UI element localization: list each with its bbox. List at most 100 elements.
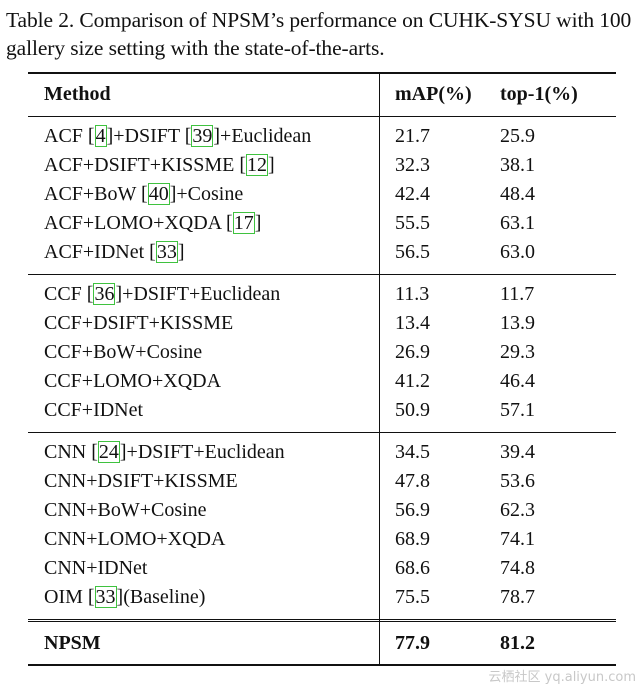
citation-link[interactable]: 40 — [147, 183, 170, 205]
method-text: CCF+DSIFT+KISSME — [44, 312, 234, 334]
table-row: CNN+DSIFT+KISSME 47.8 53.6 — [0, 467, 644, 496]
table-row: CCF+BoW+Cosine 26.9 29.3 — [0, 338, 644, 367]
final-rule — [28, 621, 616, 622]
method-text: ACF+DSIFT+KISSME [ — [44, 154, 247, 176]
method-text: ACF+LOMO+XQDA [ — [44, 212, 233, 234]
method-text: CCF+LOMO+XQDA — [44, 370, 222, 392]
method-text: ]+DSIFT+Euclidean — [119, 441, 285, 463]
method-cell: CCF+DSIFT+KISSME — [44, 309, 233, 338]
method-cell: NPSM — [44, 632, 101, 654]
table-row: CNN [24]+DSIFT+Euclidean 34.5 39.4 — [0, 438, 644, 467]
method-text: CNN+BoW+Cosine — [44, 499, 207, 521]
watermark: 云栖社区 yq.aliyun.com — [488, 670, 636, 685]
table-row: OIM [33](Baseline) 75.5 78.7 — [0, 583, 644, 612]
map-cell: 56.5 — [395, 241, 430, 263]
citation-link[interactable]: 4 — [94, 125, 107, 147]
top1-cell: 53.6 — [500, 470, 535, 492]
map-cell: 68.9 — [395, 528, 430, 550]
method-text: ] — [268, 154, 275, 176]
top1-cell: 63.0 — [500, 241, 535, 263]
map-cell: 41.2 — [395, 370, 430, 392]
method-text: ]+Cosine — [169, 183, 244, 205]
method-text: [ — [87, 125, 95, 147]
method-cell: ACF [4]+DSIFT [39]+Euclidean — [44, 122, 311, 151]
method-text: CCF+BoW+Cosine — [44, 341, 203, 363]
method-cell: ACF+DSIFT+KISSME [12] — [44, 151, 275, 180]
top1-header: top-1(%) — [500, 83, 578, 105]
citation-link[interactable]: 39 — [191, 125, 214, 147]
top1-cell: 46.4 — [500, 370, 535, 392]
header-row: Method mAP(%) top-1(%) — [0, 80, 644, 109]
method-text: CCF+IDNet — [44, 399, 144, 421]
method-cell: CNN+BoW+Cosine — [44, 496, 207, 525]
table-row: CNN+IDNet 68.6 74.8 — [0, 554, 644, 583]
method-text: ]+DSIFT [ — [106, 125, 192, 147]
table-row: ACF+LOMO+XQDA [17] 55.5 63.1 — [0, 209, 644, 238]
method-cell: CNN [24]+DSIFT+Euclidean — [44, 438, 285, 467]
method-text: ]+DSIFT+Euclidean — [115, 283, 281, 305]
top-rule — [28, 72, 616, 74]
top1-cell: 57.1 — [500, 399, 535, 421]
table-row: CCF [36]+DSIFT+Euclidean 11.3 11.7 — [0, 280, 644, 309]
column-divider — [379, 72, 380, 666]
top1-cell: 48.4 — [500, 183, 535, 205]
table-row: CNN+LOMO+XQDA 68.9 74.1 — [0, 525, 644, 554]
map-cell: 34.5 — [395, 441, 430, 463]
method-text: ACF — [44, 125, 88, 147]
bottom-rule — [28, 664, 616, 666]
citation-link[interactable]: 24 — [97, 441, 120, 463]
top1-cell: 63.1 — [500, 212, 535, 234]
map-cell: 68.6 — [395, 557, 430, 579]
top1-cell: 38.1 — [500, 154, 535, 176]
map-header: mAP(%) — [395, 83, 472, 105]
method-text: CNN+IDNet — [44, 557, 148, 579]
citation-link[interactable]: 33 — [155, 241, 178, 263]
table-row: CCF+IDNet 50.9 57.1 — [0, 396, 644, 425]
method-cell: ACF+LOMO+XQDA [17] — [44, 209, 261, 238]
group-rule — [28, 432, 616, 433]
citation-link[interactable]: 36 — [93, 283, 116, 305]
method-text: ](Baseline) — [116, 586, 206, 608]
table-row: ACF+IDNet [33] 56.5 63.0 — [0, 238, 644, 267]
method-text: ]+Euclidean — [213, 125, 312, 147]
citation-link[interactable]: 33 — [94, 586, 117, 608]
top1-cell: 78.7 — [500, 586, 535, 608]
header-rule — [28, 116, 616, 117]
group-rule — [28, 274, 616, 275]
table-caption: Table 2. Comparison of NPSM’s performanc… — [6, 8, 632, 60]
map-cell: 42.4 — [395, 183, 430, 205]
table-row: ACF+BoW [40]+Cosine 42.4 48.4 — [0, 180, 644, 209]
group-rule — [28, 619, 616, 620]
method-text: ACF+IDNet [ — [44, 241, 156, 263]
method-text: ACF+BoW [ — [44, 183, 148, 205]
table-row: CNN+BoW+Cosine 56.9 62.3 — [0, 496, 644, 525]
best-row: NPSM 77.9 81.2 — [0, 629, 644, 658]
top1-cell: 74.8 — [500, 557, 535, 579]
table-row: ACF [4]+DSIFT [39]+Euclidean 21.7 25.9 — [0, 122, 644, 151]
top1-cell: 25.9 — [500, 125, 535, 147]
map-cell: 13.4 — [395, 312, 430, 334]
map-cell: 55.5 — [395, 212, 430, 234]
method-header: Method — [44, 83, 111, 105]
method-text: CCF [ — [44, 283, 94, 305]
map-cell: 50.9 — [395, 399, 430, 421]
map-cell: 32.3 — [395, 154, 430, 176]
top1-cell: 13.9 — [500, 312, 535, 334]
table-row: CCF+LOMO+XQDA 41.2 46.4 — [0, 367, 644, 396]
top1-cell: 39.4 — [500, 441, 535, 463]
method-text: ] — [254, 212, 262, 234]
method-cell: CCF [36]+DSIFT+Euclidean — [44, 280, 280, 309]
map-cell: 47.8 — [395, 470, 430, 492]
top1-cell: 74.1 — [500, 528, 535, 550]
method-cell: CNN+LOMO+XQDA — [44, 525, 225, 554]
map-cell: 21.7 — [395, 125, 430, 147]
map-cell: 77.9 — [395, 632, 430, 654]
citation-link[interactable]: 12 — [246, 154, 269, 176]
table-row: CCF+DSIFT+KISSME 13.4 13.9 — [0, 309, 644, 338]
method-cell: CCF+IDNet — [44, 396, 143, 425]
table-row: ACF+DSIFT+KISSME [12] 32.3 38.1 — [0, 151, 644, 180]
map-cell: 75.5 — [395, 586, 430, 608]
method-text: CNN+DSIFT+KISSME — [44, 470, 238, 492]
top1-cell: 62.3 — [500, 499, 535, 521]
citation-link[interactable]: 17 — [232, 212, 255, 234]
